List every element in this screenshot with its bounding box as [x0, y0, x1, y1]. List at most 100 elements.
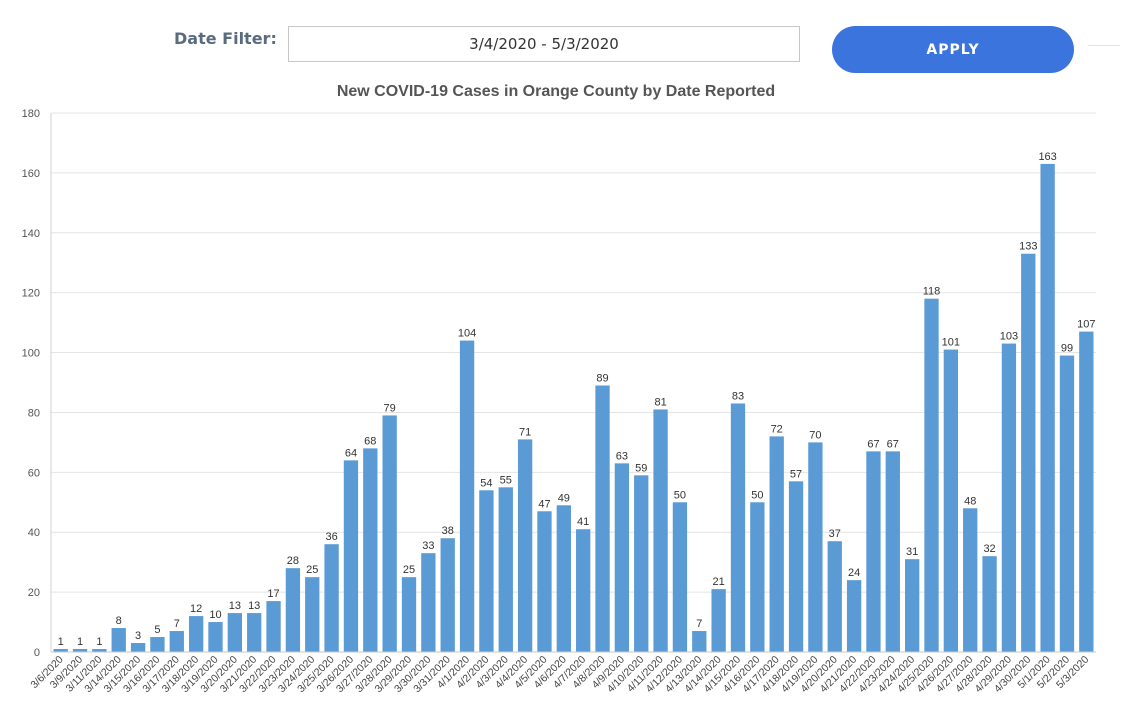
bar — [363, 448, 378, 652]
bar — [227, 613, 243, 652]
bar — [517, 439, 533, 652]
bar — [692, 631, 707, 652]
data-label: 63 — [616, 450, 628, 462]
data-label: 89 — [596, 372, 608, 384]
data-label: 47 — [538, 498, 550, 510]
y-tick-label: 40 — [28, 527, 40, 539]
bar — [343, 460, 359, 652]
bar — [1021, 253, 1036, 652]
data-label: 101 — [942, 337, 960, 349]
y-tick-label: 160 — [22, 168, 40, 180]
bar — [498, 487, 513, 652]
bar — [1001, 343, 1017, 652]
bar — [788, 481, 804, 652]
divider — [1088, 45, 1120, 46]
data-label: 133 — [1019, 241, 1037, 253]
data-label: 49 — [558, 492, 570, 504]
data-label: 41 — [577, 516, 589, 528]
data-label: 7 — [174, 618, 180, 630]
bar — [53, 649, 68, 652]
bar — [130, 643, 146, 652]
y-tick-label: 20 — [28, 587, 40, 599]
date-range-input[interactable] — [288, 26, 800, 62]
bar — [963, 508, 978, 652]
data-label: 67 — [867, 438, 879, 450]
data-label: 57 — [790, 468, 802, 480]
data-label: 103 — [1000, 331, 1018, 343]
data-label: 5 — [154, 624, 160, 636]
bar — [576, 529, 591, 652]
data-label: 54 — [480, 477, 492, 489]
data-label: 12 — [190, 603, 202, 615]
y-tick-label: 60 — [28, 467, 40, 479]
bar — [1040, 163, 1055, 652]
bar — [827, 541, 842, 652]
x-axis: 3/6/20203/9/20203/11/20203/14/20203/15/2… — [28, 651, 1096, 695]
bar — [440, 538, 455, 652]
bar — [653, 409, 668, 652]
data-label: 83 — [732, 390, 744, 402]
bar — [324, 544, 339, 652]
data-label: 1 — [77, 636, 83, 648]
data-label: 55 — [500, 474, 512, 486]
data-label: 37 — [829, 528, 841, 540]
data-label: 79 — [384, 402, 396, 414]
bar — [924, 298, 939, 652]
data-label: 7 — [696, 618, 702, 630]
data-label: 13 — [229, 600, 241, 612]
data-label: 67 — [887, 438, 899, 450]
data-label: 163 — [1038, 151, 1056, 163]
bar — [711, 589, 726, 652]
data-label: 31 — [906, 546, 918, 558]
date-filter-label: Date Filter: — [174, 29, 277, 48]
y-tick-label: 140 — [22, 228, 40, 240]
bar — [421, 553, 436, 652]
data-label: 25 — [306, 564, 318, 576]
bar — [634, 475, 649, 652]
data-label: 118 — [923, 286, 941, 298]
bar — [401, 577, 417, 652]
y-tick-label: 0 — [34, 647, 40, 659]
bar — [614, 463, 630, 652]
bar — [1059, 355, 1075, 652]
data-label: 107 — [1077, 319, 1095, 331]
data-label: 8 — [116, 615, 122, 627]
bar — [72, 649, 88, 652]
data-label: 28 — [287, 555, 299, 567]
data-label: 70 — [809, 429, 821, 441]
data-label: 59 — [635, 462, 647, 474]
data-label: 32 — [983, 543, 995, 555]
bar — [556, 505, 571, 652]
bar — [459, 340, 475, 652]
bars — [53, 163, 1094, 652]
bar — [382, 415, 397, 652]
data-label: 21 — [713, 576, 725, 588]
data-label: 25 — [403, 564, 415, 576]
bar — [769, 436, 784, 652]
bar — [595, 385, 610, 652]
data-label: 64 — [345, 447, 357, 459]
bar — [305, 577, 320, 652]
bar — [285, 568, 301, 652]
bar — [885, 451, 900, 652]
apply-button[interactable]: APPLY — [832, 26, 1074, 73]
data-label: 17 — [267, 588, 279, 600]
bar — [479, 490, 494, 652]
y-tick-label: 80 — [28, 407, 40, 419]
data-label: 24 — [848, 567, 860, 579]
y-tick-label: 180 — [22, 108, 40, 120]
data-label: 50 — [674, 489, 686, 501]
data-label: 33 — [422, 540, 434, 552]
data-label: 50 — [751, 489, 763, 501]
bar — [943, 349, 959, 652]
bar — [866, 451, 881, 652]
data-label: 104 — [458, 328, 476, 340]
bar — [188, 616, 204, 652]
bar — [730, 403, 746, 652]
bar — [266, 601, 281, 652]
bar — [672, 502, 688, 652]
bar — [111, 628, 126, 652]
data-label: 38 — [442, 525, 454, 537]
data-label: 36 — [325, 531, 337, 543]
